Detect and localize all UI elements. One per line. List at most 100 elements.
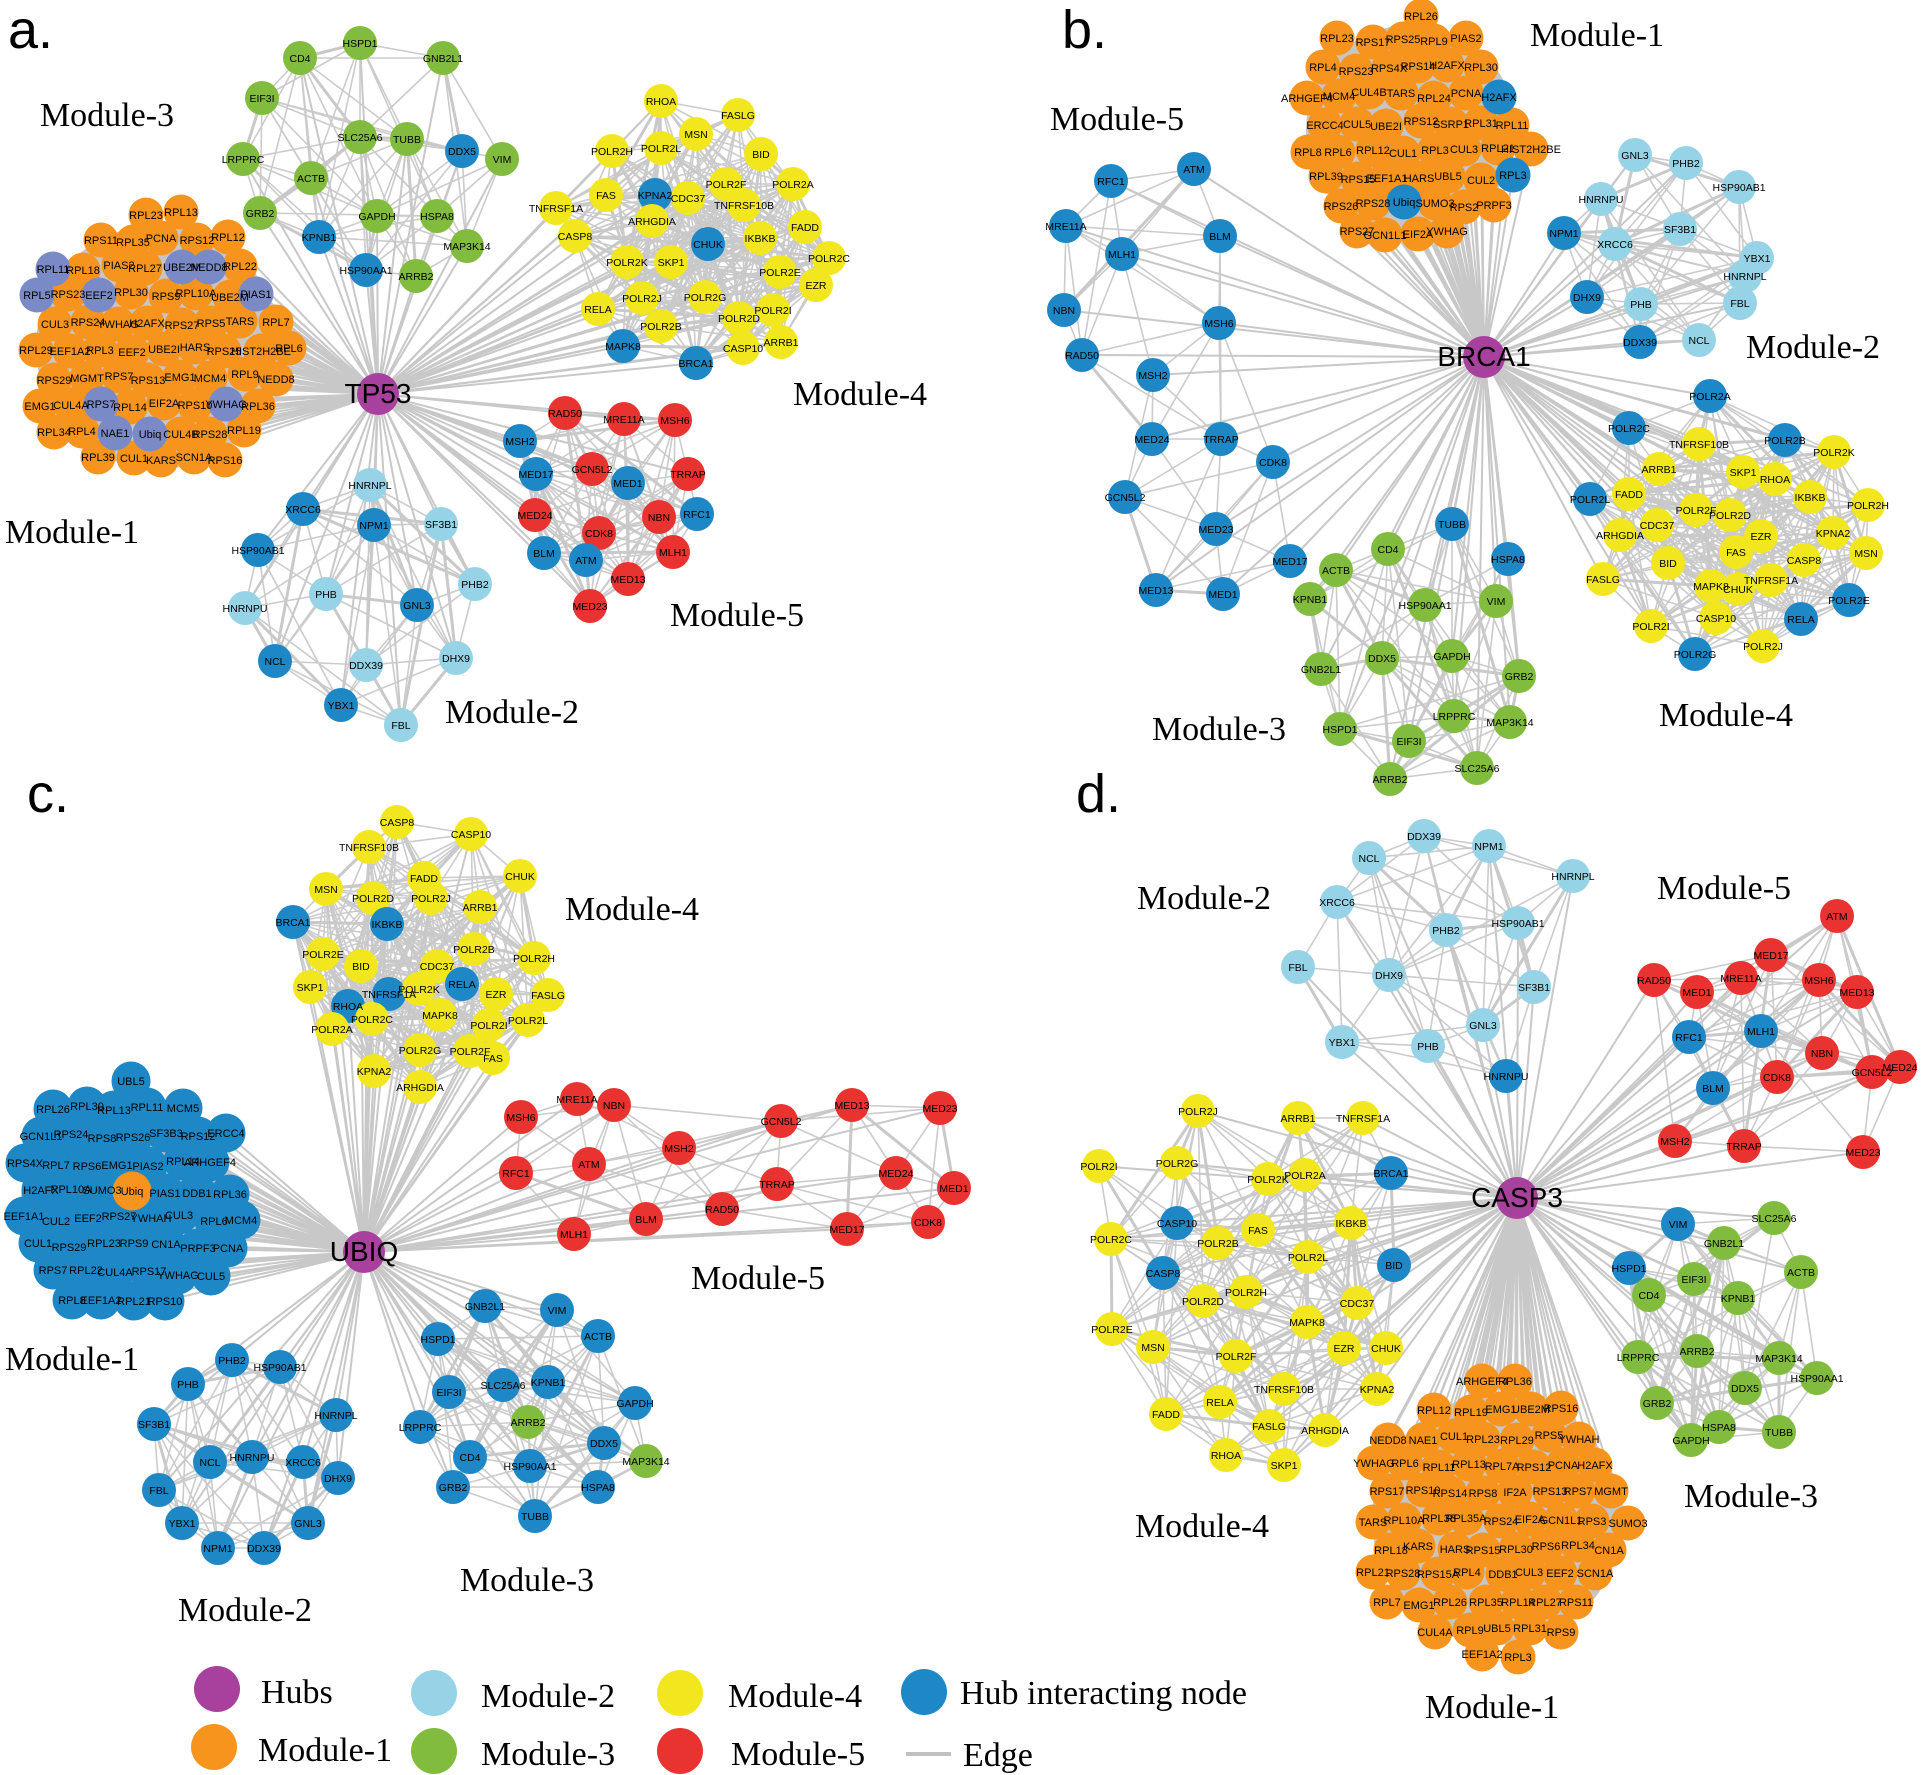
svg-text:Module-1: Module-1 (5, 514, 139, 551)
svg-text:MLH1: MLH1 (1108, 249, 1136, 261)
svg-text:EMG1: EMG1 (1485, 1404, 1516, 1416)
svg-text:Module-2: Module-2 (178, 1592, 312, 1629)
svg-text:MGMT: MGMT (70, 373, 104, 385)
svg-text:NEDD8: NEDD8 (190, 262, 227, 274)
svg-text:SF3B1: SF3B1 (425, 519, 457, 531)
svg-text:HSP90AB1: HSP90AB1 (1712, 182, 1765, 194)
svg-text:MED1: MED1 (1682, 987, 1711, 999)
svg-text:MED24: MED24 (517, 510, 552, 522)
svg-text:TNFRSF10B: TNFRSF10B (1669, 439, 1729, 451)
svg-text:RAD50: RAD50 (1637, 975, 1671, 987)
svg-text:RPS27: RPS27 (1340, 226, 1375, 238)
svg-text:RPS8: RPS8 (1469, 1488, 1498, 1500)
svg-text:Module-2: Module-2 (481, 1678, 615, 1715)
svg-text:UBE2I: UBE2I (148, 344, 180, 356)
svg-text:NPM1: NPM1 (359, 520, 388, 532)
svg-text:GCN1L1: GCN1L1 (1540, 1515, 1583, 1527)
svg-text:MED23: MED23 (572, 601, 607, 613)
svg-text:POLR2L: POLR2L (1288, 1252, 1328, 1264)
svg-text:HARS: HARS (180, 342, 211, 354)
svg-text:YWHAH: YWHAH (131, 1213, 172, 1225)
svg-text:MED17: MED17 (1753, 950, 1788, 962)
svg-text:MED13: MED13 (1138, 585, 1173, 597)
svg-text:EMG1: EMG1 (24, 401, 55, 413)
svg-text:RPS10: RPS10 (1406, 1485, 1441, 1497)
svg-text:CUL3: CUL3 (1515, 1567, 1543, 1579)
svg-text:RPL11: RPL11 (37, 264, 70, 276)
svg-text:RPL4: RPL4 (1453, 1567, 1481, 1579)
svg-text:VIM: VIM (548, 1305, 567, 1317)
svg-text:CUL4A: CUL4A (1417, 1627, 1453, 1639)
svg-text:RPS14: RPS14 (1433, 1488, 1468, 1500)
svg-text:MRE11A: MRE11A (1720, 973, 1761, 985)
svg-text:HNRNPL: HNRNPL (314, 1410, 357, 1422)
svg-text:POLR2G: POLR2G (399, 1045, 442, 1057)
svg-text:POLR2L: POLR2L (508, 1015, 548, 1027)
svg-text:UBE2M: UBE2M (211, 292, 249, 304)
svg-text:Module-1: Module-1 (1530, 17, 1664, 54)
svg-text:CHUK: CHUK (505, 871, 535, 883)
svg-text:POLR2H: POLR2H (591, 146, 633, 158)
svg-text:TNFRSF1A: TNFRSF1A (1336, 1113, 1390, 1125)
svg-text:FBL: FBL (1288, 962, 1307, 974)
svg-text:RPL31: RPL31 (1464, 118, 1498, 130)
svg-text:TNFRSF10B: TNFRSF10B (1254, 1384, 1314, 1396)
svg-text:LRPPRC: LRPPRC (222, 154, 265, 166)
svg-text:Module-1: Module-1 (258, 1732, 392, 1769)
svg-text:ARHGEF4: ARHGEF4 (184, 1157, 236, 1169)
svg-text:RPL22: RPL22 (223, 261, 257, 273)
svg-text:MED23: MED23 (922, 1103, 957, 1115)
svg-text:POLR2D: POLR2D (352, 893, 394, 905)
svg-text:YWHAG: YWHAG (97, 319, 139, 331)
svg-text:MED1: MED1 (939, 1183, 968, 1195)
svg-text:SUMO3: SUMO3 (1415, 198, 1454, 210)
svg-text:Hub interacting node: Hub interacting node (960, 1675, 1247, 1712)
svg-text:POLR2C: POLR2C (1608, 423, 1650, 435)
svg-text:SKP1: SKP1 (1730, 467, 1757, 479)
svg-text:CASP10: CASP10 (1696, 613, 1736, 625)
svg-text:RPL38: RPL38 (1422, 1513, 1456, 1525)
svg-text:POLR2E: POLR2E (759, 267, 800, 279)
svg-text:RPS6: RPS6 (73, 1161, 102, 1173)
svg-text:RPS17: RPS17 (1356, 37, 1391, 49)
svg-text:SLC25A6: SLC25A6 (1752, 1213, 1797, 1225)
svg-text:TNFRSF10B: TNFRSF10B (714, 200, 774, 212)
svg-text:RFC1: RFC1 (1097, 176, 1125, 188)
svg-text:CUL5: CUL5 (197, 1271, 225, 1283)
svg-text:XRCC6: XRCC6 (285, 504, 321, 516)
svg-text:PIAS2: PIAS2 (132, 1161, 163, 1173)
svg-text:RPS16: RPS16 (1544, 1403, 1579, 1415)
svg-text:UBL5: UBL5 (1483, 1623, 1511, 1635)
svg-text:POLR2G: POLR2G (684, 292, 727, 304)
svg-text:RPL26: RPL26 (1404, 11, 1438, 23)
svg-text:UBIQ: UBIQ (330, 1236, 398, 1267)
svg-text:MSN: MSN (314, 884, 337, 896)
svg-text:ACTB: ACTB (297, 173, 325, 185)
svg-text:NBN: NBN (603, 1100, 625, 1112)
svg-text:KPNA2: KPNA2 (1816, 528, 1851, 540)
svg-text:UBE2M: UBE2M (163, 262, 201, 274)
svg-text:GNL3: GNL3 (1469, 1020, 1497, 1032)
svg-text:MED1: MED1 (1208, 589, 1237, 601)
svg-text:DDX5: DDX5 (1368, 653, 1396, 665)
svg-text:EEF1A2: EEF1A2 (81, 1295, 122, 1307)
svg-text:RPS9: RPS9 (152, 291, 181, 303)
svg-text:CHUK: CHUK (693, 239, 723, 251)
svg-text:TRRAP: TRRAP (670, 469, 706, 481)
svg-text:EIF3I: EIF3I (1396, 736, 1421, 748)
svg-text:PHB2: PHB2 (218, 1355, 246, 1367)
svg-text:TUBB: TUBB (521, 1511, 549, 1523)
svg-text:EZR: EZR (1334, 1343, 1355, 1355)
svg-text:KARS: KARS (1403, 1541, 1433, 1553)
svg-text:FASLG: FASLG (721, 110, 755, 122)
svg-text:HSPD1: HSPD1 (1322, 724, 1357, 736)
svg-text:NAE1: NAE1 (1409, 1435, 1438, 1447)
svg-text:BLM: BLM (533, 548, 555, 560)
svg-text:HNRNPU: HNRNPU (223, 603, 268, 615)
svg-text:RPL11: RPL11 (1423, 1462, 1456, 1474)
svg-text:RPL7A: RPL7A (1485, 1461, 1521, 1473)
svg-text:RPS23: RPS23 (51, 289, 86, 301)
svg-text:Module-2: Module-2 (445, 694, 579, 731)
svg-text:MGMT: MGMT (1594, 1486, 1628, 1498)
svg-text:GNB2L1: GNB2L1 (1704, 1238, 1744, 1250)
